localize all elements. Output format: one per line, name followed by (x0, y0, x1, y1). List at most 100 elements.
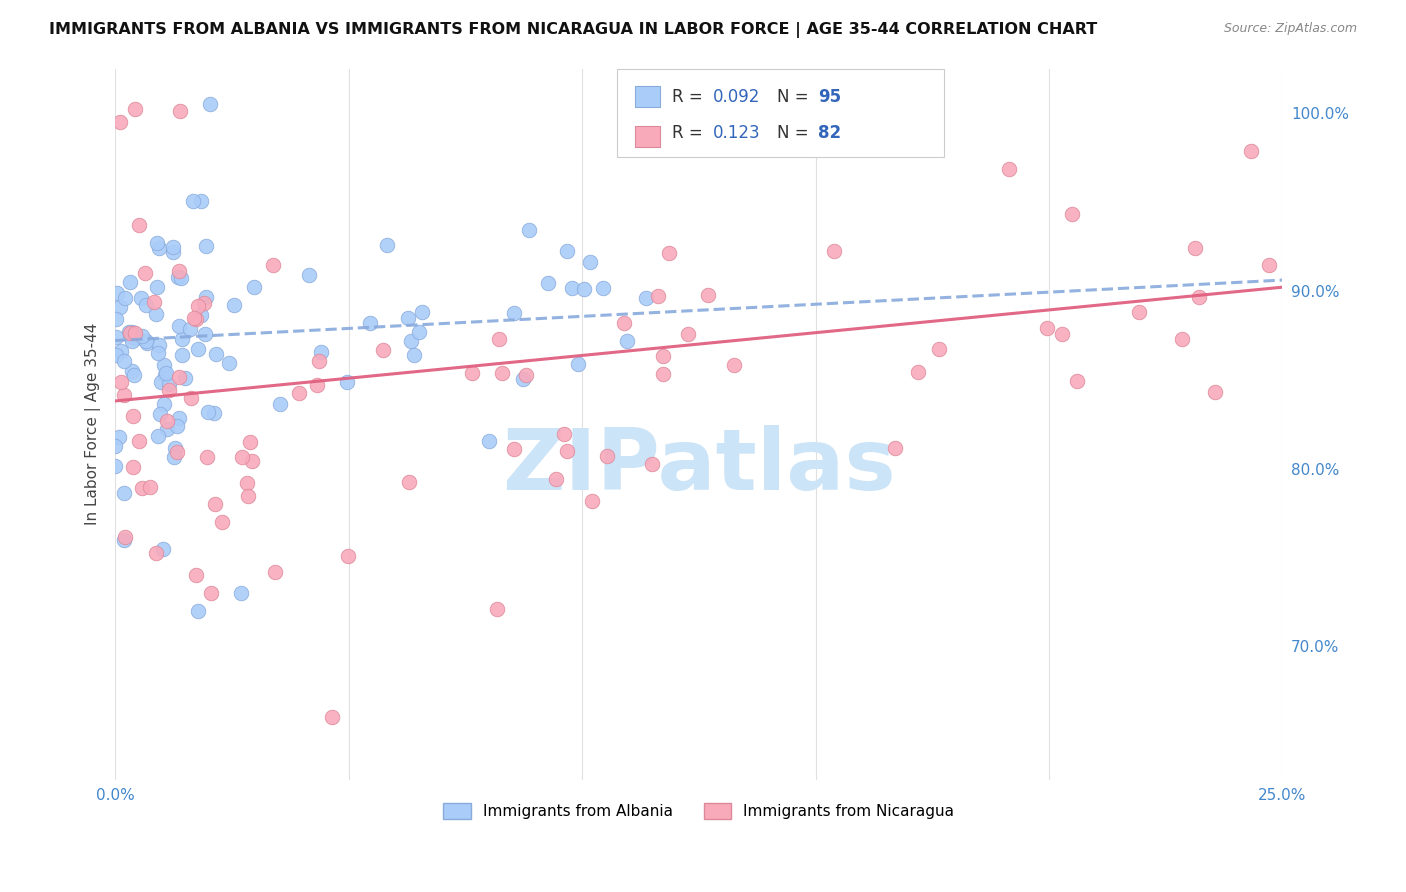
Point (222, 298, 245, 312)
Point (555, 244, 578, 259)
Point (181, 194, 204, 209)
Point (402, 348, 425, 362)
Point (240, 454, 263, 468)
Text: 95: 95 (818, 87, 841, 105)
Point (398, 475, 420, 490)
Point (134, 266, 156, 280)
Point (193, 296, 215, 310)
Text: N =: N = (778, 87, 814, 105)
Point (567, 357, 589, 371)
Point (546, 472, 568, 486)
Point (145, 307, 167, 321)
Point (183, 311, 205, 326)
Point (613, 316, 636, 330)
Point (148, 241, 170, 255)
Point (491, 367, 513, 381)
Point (174, 371, 197, 385)
Point (136, 336, 159, 351)
Text: R =: R = (672, 87, 709, 105)
Point (122, 409, 145, 423)
Point (1257, 258, 1279, 272)
Point (195, 239, 218, 253)
Point (503, 306, 526, 320)
Point (167, 264, 190, 278)
Point (336, 375, 359, 389)
Point (166, 270, 188, 285)
Point (172, 349, 194, 363)
Point (124, 326, 146, 341)
Point (108, 300, 131, 314)
Point (478, 434, 501, 449)
Point (1128, 305, 1150, 319)
Point (997, 161, 1019, 176)
Point (155, 422, 177, 436)
Point (1188, 290, 1211, 304)
Point (229, 586, 252, 600)
Point (156, 413, 179, 427)
Point (121, 325, 143, 339)
Point (104, 349, 127, 363)
Point (308, 354, 330, 368)
Point (375, 237, 398, 252)
Point (187, 342, 209, 356)
Point (1184, 241, 1206, 255)
Point (145, 546, 167, 560)
Point (110, 344, 132, 359)
Point (592, 280, 614, 294)
Point (112, 533, 135, 547)
Point (129, 291, 152, 305)
Point (155, 368, 177, 383)
Point (121, 334, 143, 348)
Point (124, 368, 146, 382)
Point (124, 103, 146, 117)
Point (537, 277, 560, 291)
Point (122, 459, 145, 474)
Point (128, 434, 150, 449)
Point (236, 490, 259, 504)
Point (114, 387, 136, 401)
Point (110, 375, 132, 389)
Point (179, 322, 201, 336)
Point (187, 299, 209, 313)
Point (153, 358, 176, 372)
Point (309, 344, 332, 359)
Point (148, 337, 170, 351)
Point (135, 298, 157, 312)
Point (184, 568, 207, 582)
Point (616, 334, 638, 349)
Point (262, 258, 284, 272)
Point (124, 331, 146, 345)
Point (204, 497, 226, 511)
Point (184, 312, 207, 326)
Point (411, 305, 433, 319)
Point (166, 444, 188, 458)
Point (488, 332, 510, 346)
Point (195, 290, 218, 304)
Point (555, 443, 578, 458)
Point (647, 289, 669, 303)
Point (163, 450, 186, 464)
Point (658, 245, 681, 260)
Point (1050, 326, 1073, 341)
Point (105, 285, 128, 300)
Point (211, 515, 233, 529)
Point (104, 439, 127, 453)
Point (1060, 207, 1083, 221)
Point (561, 281, 583, 295)
Point (574, 282, 596, 296)
Point (167, 319, 190, 334)
Point (1066, 374, 1088, 388)
Point (149, 376, 172, 390)
Point (190, 308, 212, 322)
Text: N =: N = (778, 124, 814, 143)
Point (321, 710, 343, 724)
Point (128, 219, 150, 233)
Point (243, 280, 266, 294)
Point (198, 97, 221, 112)
Point (135, 334, 157, 348)
Point (651, 367, 673, 381)
Point (138, 480, 160, 494)
Text: 82: 82 (818, 124, 841, 143)
Point (143, 294, 166, 309)
Point (231, 450, 253, 464)
